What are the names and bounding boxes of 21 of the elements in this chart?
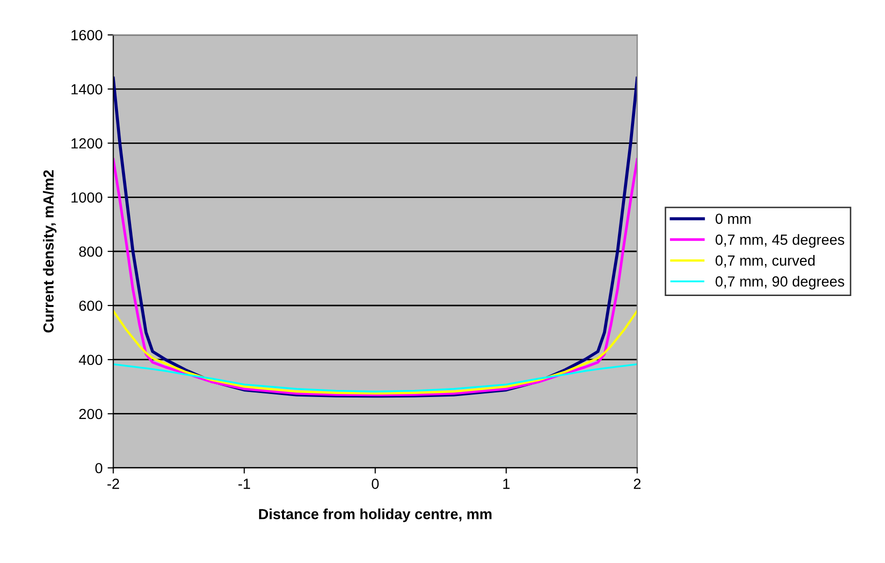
y-tick-label: 200 (79, 408, 102, 420)
y-tick-label: 1200 (72, 138, 102, 149)
y-tick-label: 1000 (72, 192, 102, 203)
legend-label: 0,7 mm, 45 degrees (716, 234, 844, 248)
x-tick-label: -1 (238, 478, 250, 489)
y-tick-label: 1600 (72, 30, 102, 40)
legend-label: 0,7 mm, curved (716, 255, 815, 268)
y-tick-label: 800 (79, 246, 102, 257)
x-tick-label: 0 (372, 478, 379, 489)
line-series (113, 363, 638, 392)
y-tick-label: 600 (79, 300, 102, 311)
legend-label: 0 mm (716, 214, 751, 224)
x-tick-label: 1 (503, 478, 510, 489)
x-axis-title: Distance from holiday centre, mm (259, 508, 492, 522)
y-tick-label: 400 (78, 354, 102, 366)
y-tick-label: 1400 (72, 84, 102, 94)
y-tick-label: 0 (95, 462, 102, 474)
legend-label: 0,7 mm, 90 degrees (716, 276, 844, 290)
x-tick-label: -2 (107, 478, 120, 489)
y-axis-title: Current density, mA/m2 (42, 170, 57, 332)
x-tick-label: 2 (634, 478, 641, 489)
